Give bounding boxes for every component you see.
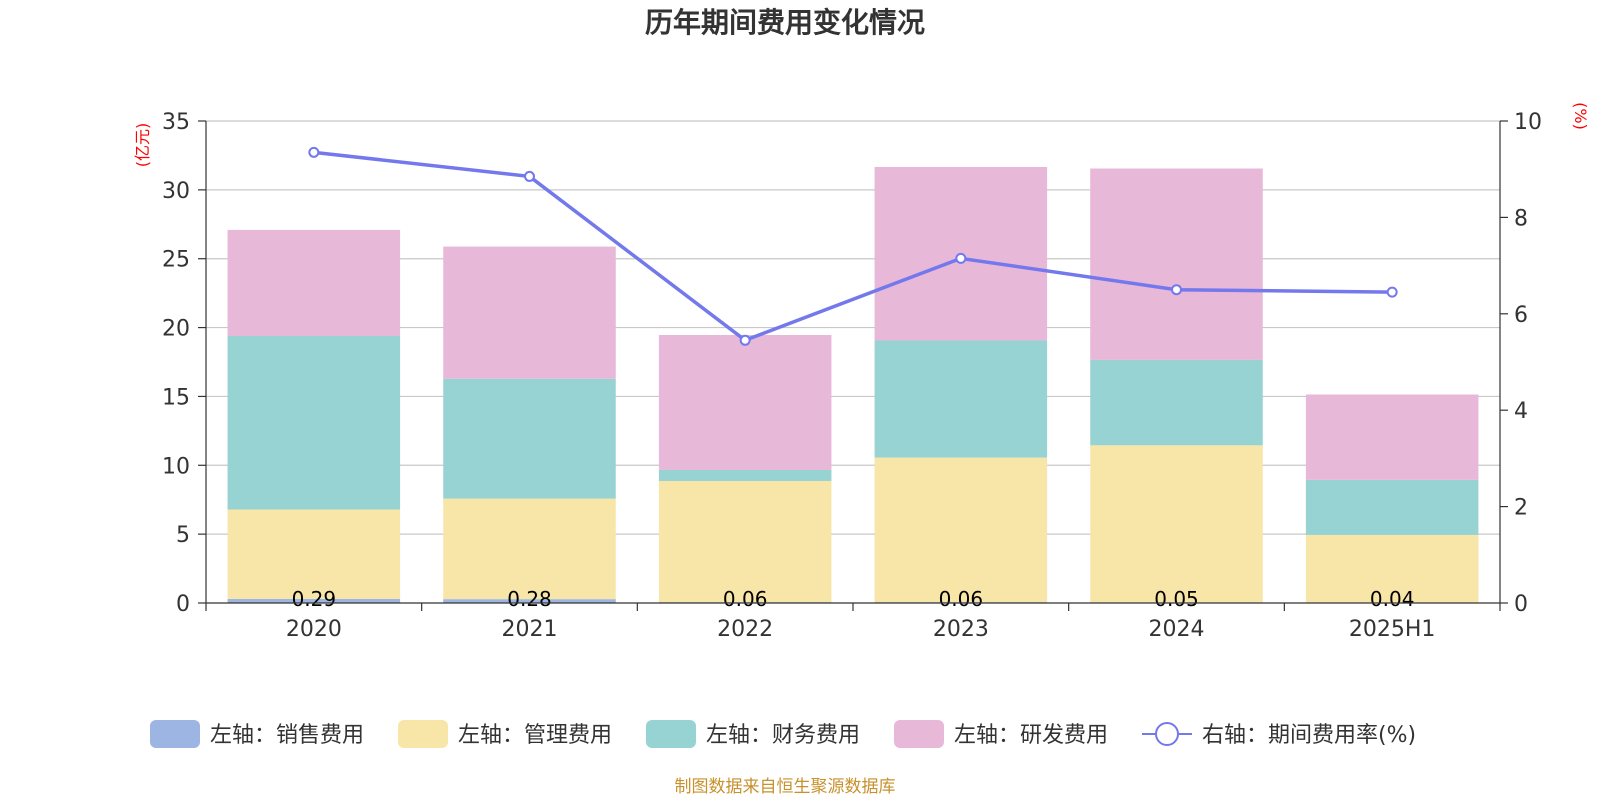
bar-segment — [1305, 394, 1479, 480]
legend-swatch — [398, 720, 448, 748]
legend-swatch — [150, 720, 200, 748]
x-axis-tick-label: 2025H1 — [1349, 617, 1436, 642]
right-axis-unit: (%) — [1571, 102, 1590, 130]
bar-segment — [227, 509, 401, 600]
x-axis-tick-label: 2021 — [502, 617, 558, 642]
right-axis-tick-label: 8 — [1514, 206, 1528, 231]
right-axis-tick-label: 6 — [1514, 303, 1528, 328]
bar-segment — [1090, 445, 1263, 603]
rate-point — [1171, 284, 1182, 296]
bar-segment — [658, 335, 832, 470]
grid-lines — [206, 120, 1500, 535]
left-axis-unit: (亿元) — [133, 123, 152, 168]
x-axis-tick-label: 2024 — [1149, 617, 1205, 642]
source-note: 制图数据来自恒生聚源数据库 — [675, 777, 896, 797]
legend-marker-icon — [1155, 722, 1179, 746]
rate-point — [739, 334, 751, 346]
left-axis-tick-label: 30 — [162, 179, 190, 204]
rate-line — [313, 150, 1393, 343]
legend[interactable]: 左轴：销售费用 左轴：管理费用 左轴：财务费用 左轴：研发费用 右轴：期间费用率(%) — [150, 720, 1416, 748]
bar-data-label: 0.04 — [1370, 587, 1415, 611]
legend-swatch — [646, 720, 696, 748]
bar-segment — [443, 246, 616, 379]
left-axis-tick-label: 20 — [162, 317, 190, 342]
bar-segment — [443, 498, 616, 600]
bar-segment — [1305, 534, 1479, 603]
left-axis-tick-label: 25 — [162, 248, 190, 273]
legend-item[interactable]: 左轴：销售费用 — [150, 720, 364, 748]
legend-label: 右轴：期间费用率(%) — [1202, 723, 1416, 748]
bar-segment — [227, 229, 401, 336]
bar-series-group: 0.29 0.28 0.06 0.06 0.05 0.04 — [227, 166, 1479, 611]
bar-data-label: 0.29 — [292, 587, 337, 611]
legend-item[interactable]: 左轴：研发费用 — [894, 720, 1108, 748]
bar-segment — [874, 340, 1048, 458]
bar-segment — [1305, 479, 1479, 535]
right-axis-tick-label: 4 — [1514, 399, 1528, 424]
right-axis-tick-label: 2 — [1514, 496, 1528, 521]
bar-data-label: 0.05 — [1154, 587, 1199, 611]
x-axis-tick-label: 2022 — [717, 617, 773, 642]
legend-swatch — [894, 720, 944, 748]
x-axis-tick-label: 2023 — [933, 617, 989, 642]
bar-segment — [1090, 168, 1263, 360]
bar-segment — [658, 469, 832, 481]
axes: 0 5 10 15 20 25 30 35 0 2 4 6 8 10 2020 2021 2022 2023 202… — [162, 110, 1542, 642]
bar-segment — [443, 599, 616, 603]
chart-title: 历年期间费用变化情况 — [645, 6, 925, 39]
bar-data-label: 0.06 — [723, 587, 768, 611]
legend-item[interactable]: 左轴：管理费用 — [398, 720, 612, 748]
bar-segment — [874, 457, 1048, 603]
legend-label: 左轴：财务费用 — [706, 723, 860, 748]
bar-segment — [658, 480, 832, 603]
left-axis-tick-label: 0 — [176, 592, 190, 617]
bar-segment — [227, 335, 401, 510]
legend-label: 左轴：销售费用 — [210, 723, 364, 748]
rate-point — [308, 146, 320, 158]
bar-segment — [1090, 359, 1263, 446]
legend-label: 左轴：管理费用 — [458, 723, 612, 748]
bar-data-label: 0.28 — [507, 587, 552, 611]
bar-segment — [443, 378, 616, 499]
rate-point — [524, 170, 535, 182]
left-axis-tick-label: 10 — [162, 454, 190, 479]
left-axis-tick-label: 35 — [162, 110, 190, 135]
bar-data-label: 0.06 — [939, 587, 984, 611]
legend-item[interactable]: 右轴：期间费用率(%) — [1142, 722, 1416, 748]
legend-item[interactable]: 左轴：财务费用 — [646, 720, 860, 748]
legend-label: 左轴：研发费用 — [954, 723, 1108, 748]
rate-point — [1386, 286, 1398, 298]
bar-segment — [227, 599, 401, 603]
line-series-group — [308, 146, 1398, 346]
x-axis-tick-label: 2020 — [286, 617, 342, 642]
rate-point — [955, 252, 967, 264]
right-axis-tick-label: 10 — [1514, 110, 1542, 135]
left-axis-tick-label: 15 — [162, 385, 190, 410]
left-axis-tick-label: 5 — [176, 523, 190, 548]
right-axis-tick-label: 0 — [1514, 592, 1528, 617]
